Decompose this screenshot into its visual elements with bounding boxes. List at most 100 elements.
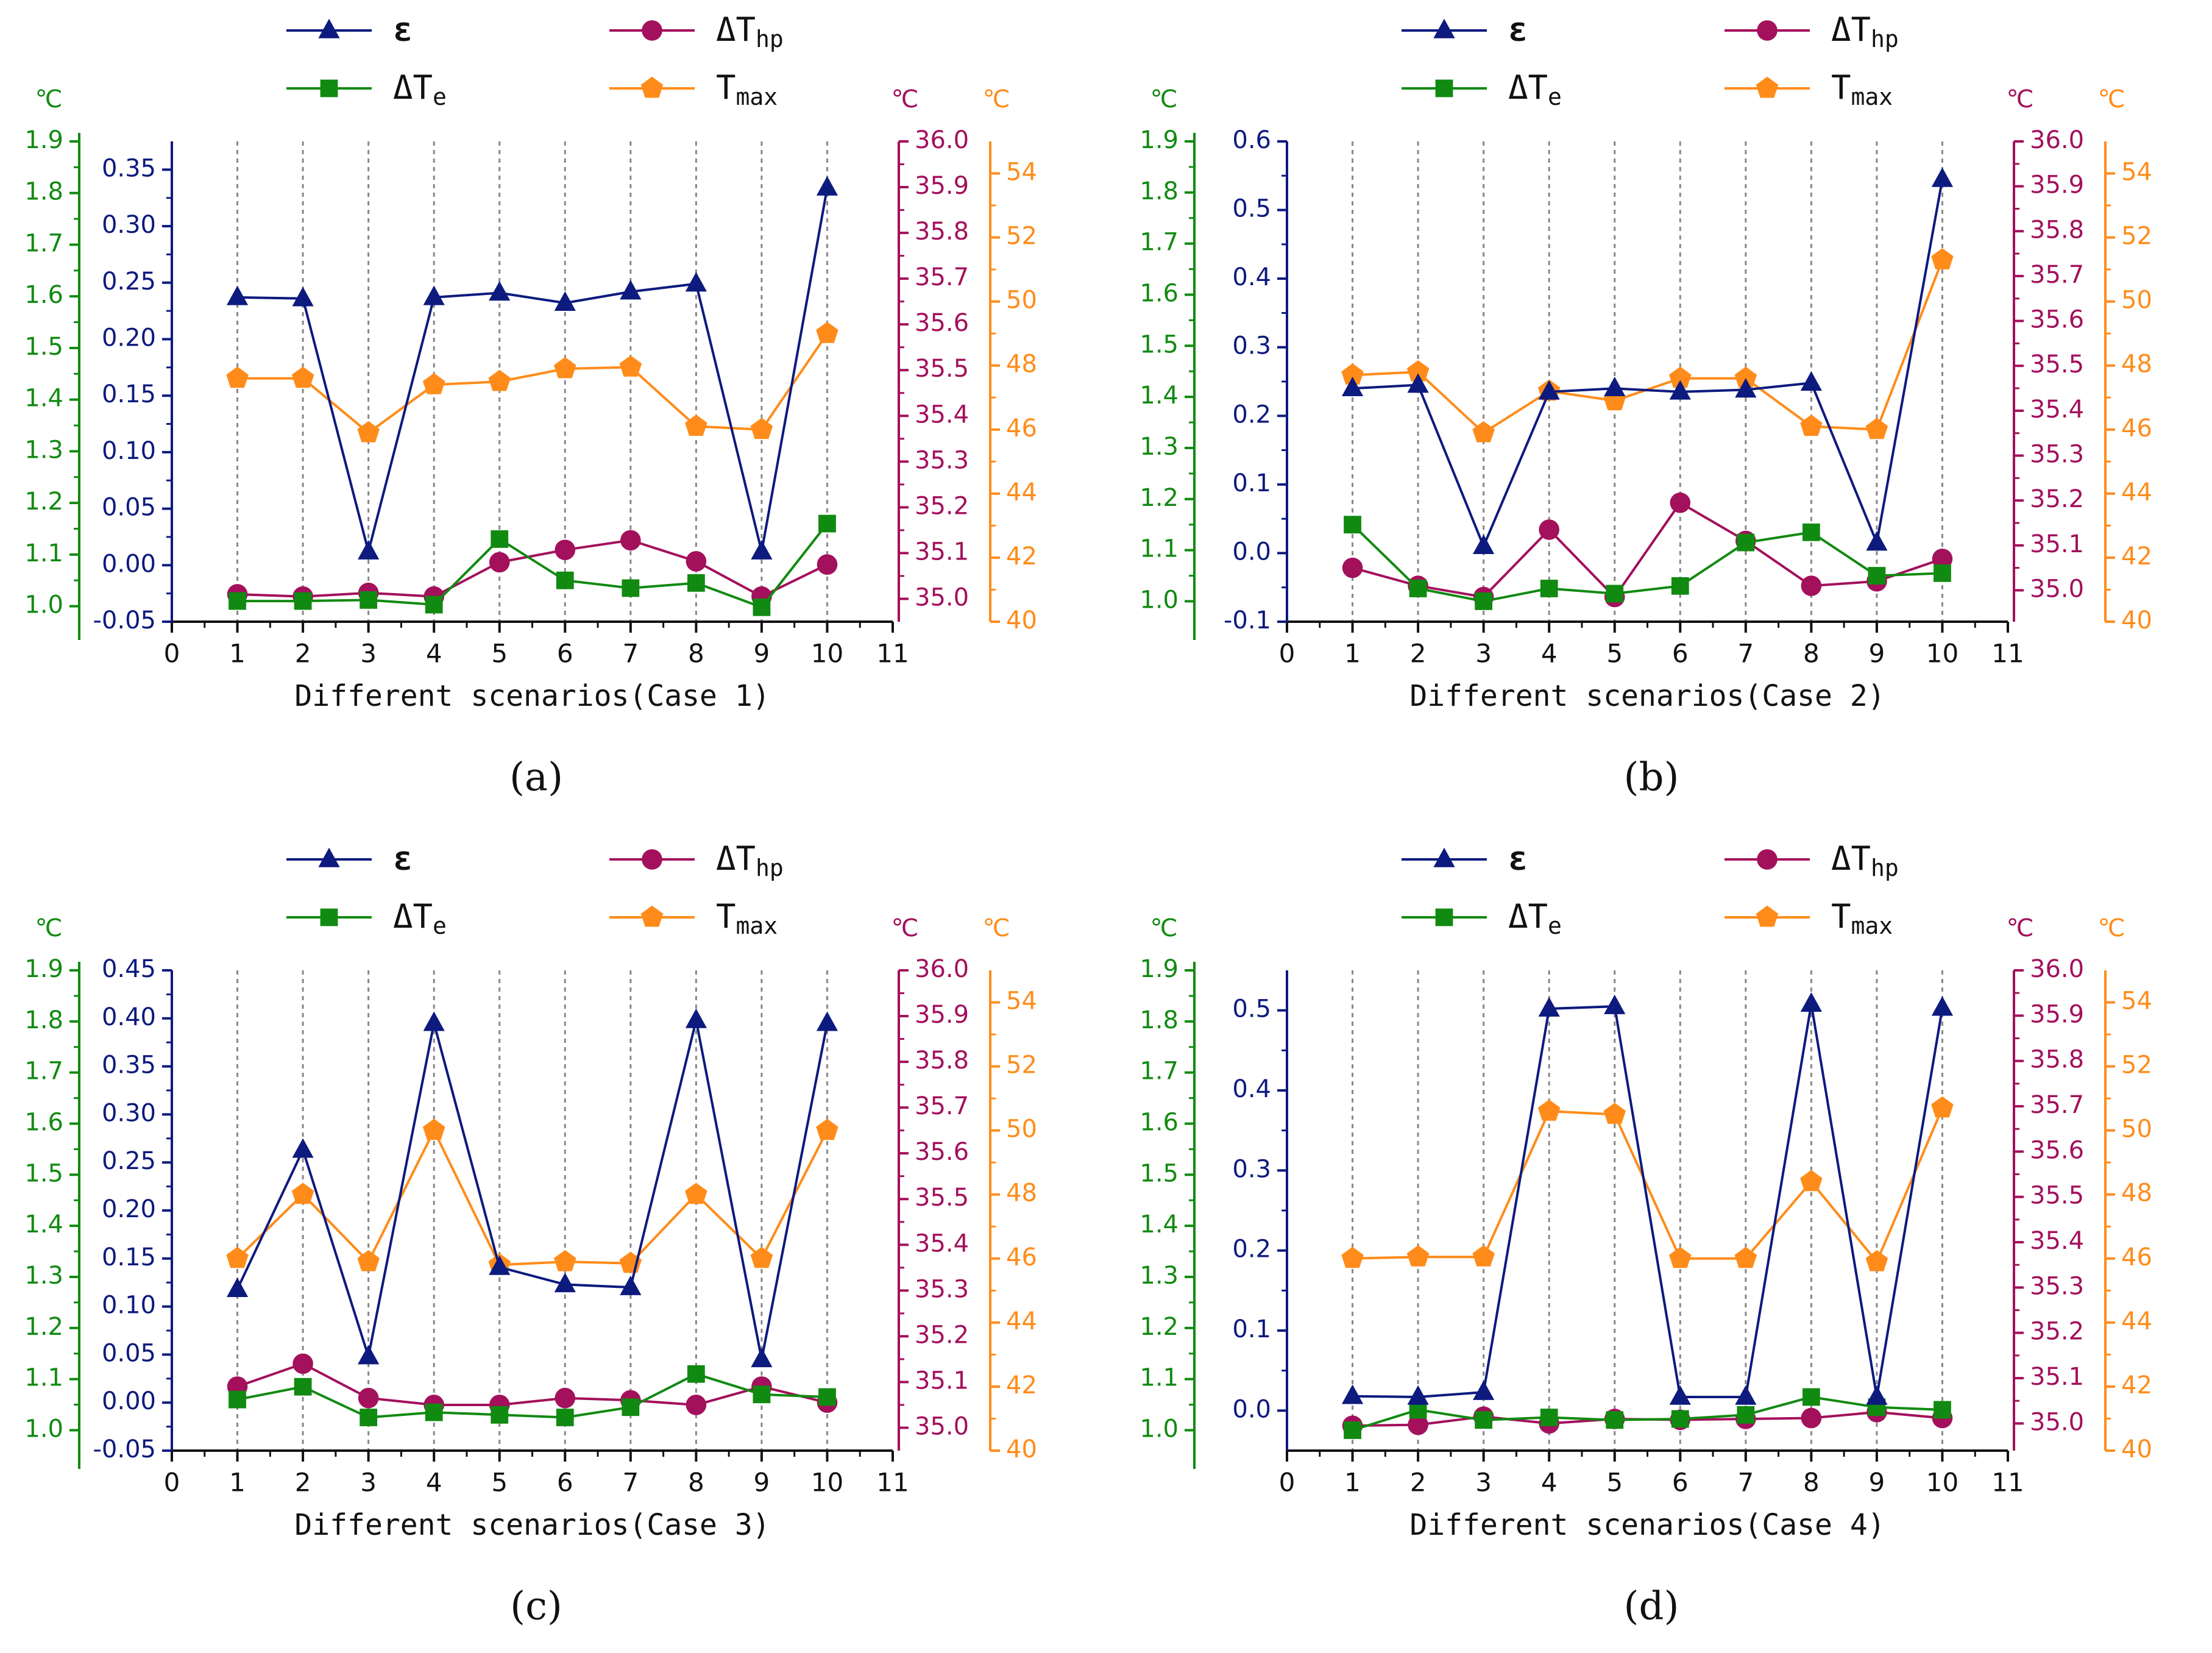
tmax-data-point [619, 355, 642, 377]
dTe-data-point [753, 1385, 771, 1404]
eps-tick-label: 0.3 [1232, 332, 1271, 360]
tmax-tick-label: 44 [2121, 478, 2152, 507]
tmax-data-point [1931, 1096, 1954, 1118]
legend-label: ΔTe [393, 897, 447, 939]
eps-data-point [1473, 1380, 1495, 1400]
dTe-data-point [1475, 1411, 1493, 1429]
dTe-data-point [1540, 580, 1558, 597]
eps-data-point [1341, 377, 1364, 397]
legend-marker [1433, 847, 1455, 867]
x-tick-label: 4 [426, 639, 442, 669]
eps-data-point [226, 285, 249, 305]
legend-label-main: T [716, 68, 736, 107]
tmax-tick-label: 54 [1006, 158, 1037, 187]
x-tick-label: 2 [295, 1468, 311, 1498]
dTe-data-point [229, 1390, 246, 1409]
eps-tick-label: 0.25 [102, 268, 156, 296]
tmax-unit-label: ℃ [983, 85, 1010, 113]
x-tick-label: 3 [360, 1468, 377, 1498]
eps-tick-label: 0.1 [1232, 1315, 1271, 1343]
dTe-tick-label: 1.6 [1140, 1108, 1179, 1136]
tmax-data-point [1406, 1245, 1430, 1267]
legend-marker [320, 79, 338, 98]
tmax-data-point [1800, 414, 1823, 436]
dTe-tick-label: 1.7 [24, 1058, 63, 1086]
eps-tick-label: -0.05 [93, 606, 157, 635]
tmax-data-point [1931, 248, 1954, 269]
dTe-tick-label: 1.5 [24, 333, 63, 361]
x-tick-label: 4 [426, 1468, 442, 1498]
legend-item-dThp: ΔThp [1725, 10, 1899, 52]
tmax-tick-label: 48 [1006, 1179, 1037, 1207]
dThp-tick-label: 35.0 [2030, 1408, 2084, 1436]
dTe-tick-label: 1.5 [24, 1159, 63, 1187]
x-tick-label: 11 [876, 639, 909, 669]
dThp-data-point [1342, 557, 1363, 578]
legend-label: ΔThp [1831, 10, 1899, 52]
dTe-tick-label: 1.5 [1140, 330, 1179, 358]
tmax-data-point [357, 421, 380, 443]
tmax-data-point [750, 1246, 773, 1268]
eps-tick-label: 0.5 [1232, 195, 1271, 223]
tmax-data-point [291, 1182, 314, 1204]
eps-tick-label: 0.30 [102, 211, 156, 239]
eps-tick-label: -0.05 [93, 1435, 157, 1463]
legend-item-eps: ε [286, 10, 413, 49]
tmax-data-point [226, 1246, 249, 1268]
legend-item-dThp: ΔThp [609, 839, 784, 881]
dThp-unit-label: ℃ [2007, 914, 2034, 942]
legend-label-sub: e [1548, 84, 1562, 110]
dThp-tick-label: 35.5 [2030, 1182, 2084, 1210]
legend-label: ΔTe [393, 68, 447, 110]
eps-data-point [1931, 996, 1954, 1016]
x-tick-label: 5 [491, 639, 508, 669]
dThp-tick-label: 35.2 [915, 492, 969, 520]
dTe-tick-label: 1.1 [1140, 535, 1179, 563]
x-tick-label: 9 [754, 1468, 770, 1498]
dThp-tick-label: 36.0 [915, 955, 969, 983]
eps-data-point [423, 1011, 445, 1031]
tmax-data-point [1472, 421, 1495, 443]
x-tick-label: 2 [1410, 1468, 1427, 1498]
dTe-data-point [687, 574, 705, 592]
dThp-tick-label: 36.0 [2030, 126, 2084, 154]
tmax-unit-label: ℃ [2098, 914, 2125, 942]
dTe-data-point [1606, 585, 1624, 603]
dTe-data-point [1802, 523, 1820, 541]
eps-tick-label: 0.00 [102, 550, 156, 578]
eps-tick-label: 0.1 [1232, 469, 1271, 497]
dTe-tick-label: 1.4 [24, 1210, 63, 1239]
x-tick-label: 1 [1344, 1468, 1361, 1498]
dTe-data-point [425, 1403, 443, 1421]
legend-label-main: ΔT [393, 68, 433, 107]
dTe-data-point [1671, 577, 1689, 595]
tmax-data-point [1603, 1103, 1626, 1124]
tmax-series-line [1352, 1107, 1944, 1264]
eps-data-point [1341, 1384, 1364, 1404]
dThp-tick-label: 35.8 [915, 218, 969, 246]
chart-panel-1: 0 1 2 3 4 5 6 7 8 9 10 11 Different scenarios(Case 1… [24, 10, 1037, 800]
dTe-tick-label: 1.0 [24, 1415, 63, 1443]
panel-label: (b) [1624, 755, 1679, 800]
dThp-tick-label: 35.7 [2030, 1091, 2084, 1119]
dThp-data-point [620, 530, 641, 551]
legend-label: Tmax [716, 68, 778, 110]
tmax-data-point [1800, 1170, 1823, 1192]
legend-item-eps: ε [286, 839, 413, 878]
eps-tick-label: 0.05 [102, 494, 156, 522]
legend-label: ΔThp [716, 839, 784, 881]
dThp-tick-label: 35.4 [2030, 1227, 2084, 1255]
dThp-data-point [1670, 492, 1691, 513]
tmax-tick-label: 44 [2121, 1307, 2152, 1335]
dThp-tick-label: 35.8 [2030, 1046, 2084, 1074]
eps-data-point [751, 539, 773, 560]
dTe-tick-label: 1.2 [1140, 1313, 1179, 1341]
legend-label-main: T [1831, 68, 1851, 107]
tmax-series-line [236, 1128, 829, 1267]
x-tick-label: 4 [1541, 639, 1558, 669]
dTe-data-point [360, 1409, 378, 1426]
tmax-unit-label: ℃ [983, 914, 1010, 942]
dTe-tick-label: 1.3 [1140, 433, 1179, 461]
eps-data-point [685, 272, 707, 292]
tmax-data-point [1537, 1099, 1561, 1121]
